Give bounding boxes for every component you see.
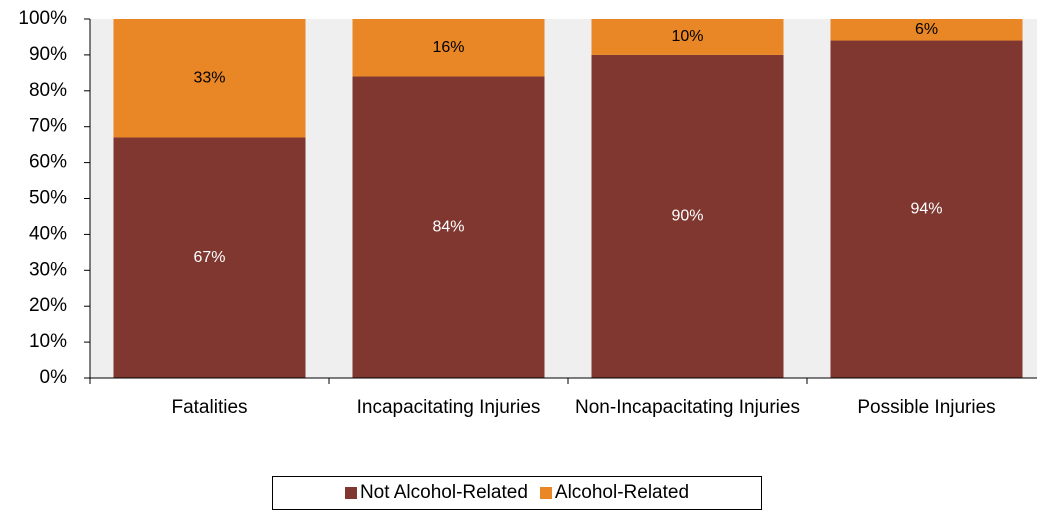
- data-label: 16%: [432, 39, 464, 56]
- bar-segment: [352, 19, 545, 77]
- legend: Not Alcohol-Related Alcohol-Related: [272, 476, 762, 510]
- data-label: 67%: [193, 249, 225, 266]
- bar-segment: [830, 40, 1023, 378]
- bar-segment: [113, 137, 306, 378]
- bar-segment: [830, 19, 1023, 41]
- bar-segment: [591, 54, 784, 379]
- x-tick-label: Possible Injuries: [857, 397, 996, 418]
- legend-item: Not Alcohol-Related: [344, 482, 528, 504]
- bar-segment: [352, 76, 545, 378]
- y-tick-label: 10%: [29, 331, 67, 352]
- legend-swatch: [539, 487, 552, 499]
- y-tick-label: 80%: [29, 80, 67, 101]
- legend-label: Not Alcohol-Related: [359, 482, 528, 503]
- legend-item: Alcohol-Related: [539, 482, 690, 504]
- y-tick-label: 20%: [29, 295, 67, 316]
- bar-segment: [113, 19, 306, 138]
- data-label: 84%: [432, 218, 464, 235]
- x-tick-label: Incapacitating Injuries: [356, 397, 541, 418]
- y-tick-label: 100%: [18, 8, 67, 29]
- y-tick-label: 70%: [29, 116, 67, 137]
- y-tick-label: 0%: [40, 367, 68, 388]
- data-label: 94%: [910, 200, 942, 217]
- y-tick-label: 50%: [29, 188, 67, 209]
- legend-label: Alcohol-Related: [554, 482, 690, 503]
- data-label: 6%: [915, 21, 938, 38]
- data-label: 10%: [671, 28, 703, 45]
- data-label: 90%: [671, 208, 703, 225]
- x-tick-label: Fatalities: [171, 397, 248, 418]
- y-tick-label: 40%: [29, 223, 67, 244]
- legend-swatch: [344, 487, 357, 499]
- x-tick-label: Non-Incapacitating Injuries: [575, 397, 800, 418]
- bar-segment: [591, 19, 784, 55]
- y-tick-label: 90%: [29, 44, 67, 65]
- y-tick-label: 30%: [29, 259, 67, 280]
- y-tick-label: 60%: [29, 152, 67, 173]
- data-label: 33%: [193, 69, 225, 86]
